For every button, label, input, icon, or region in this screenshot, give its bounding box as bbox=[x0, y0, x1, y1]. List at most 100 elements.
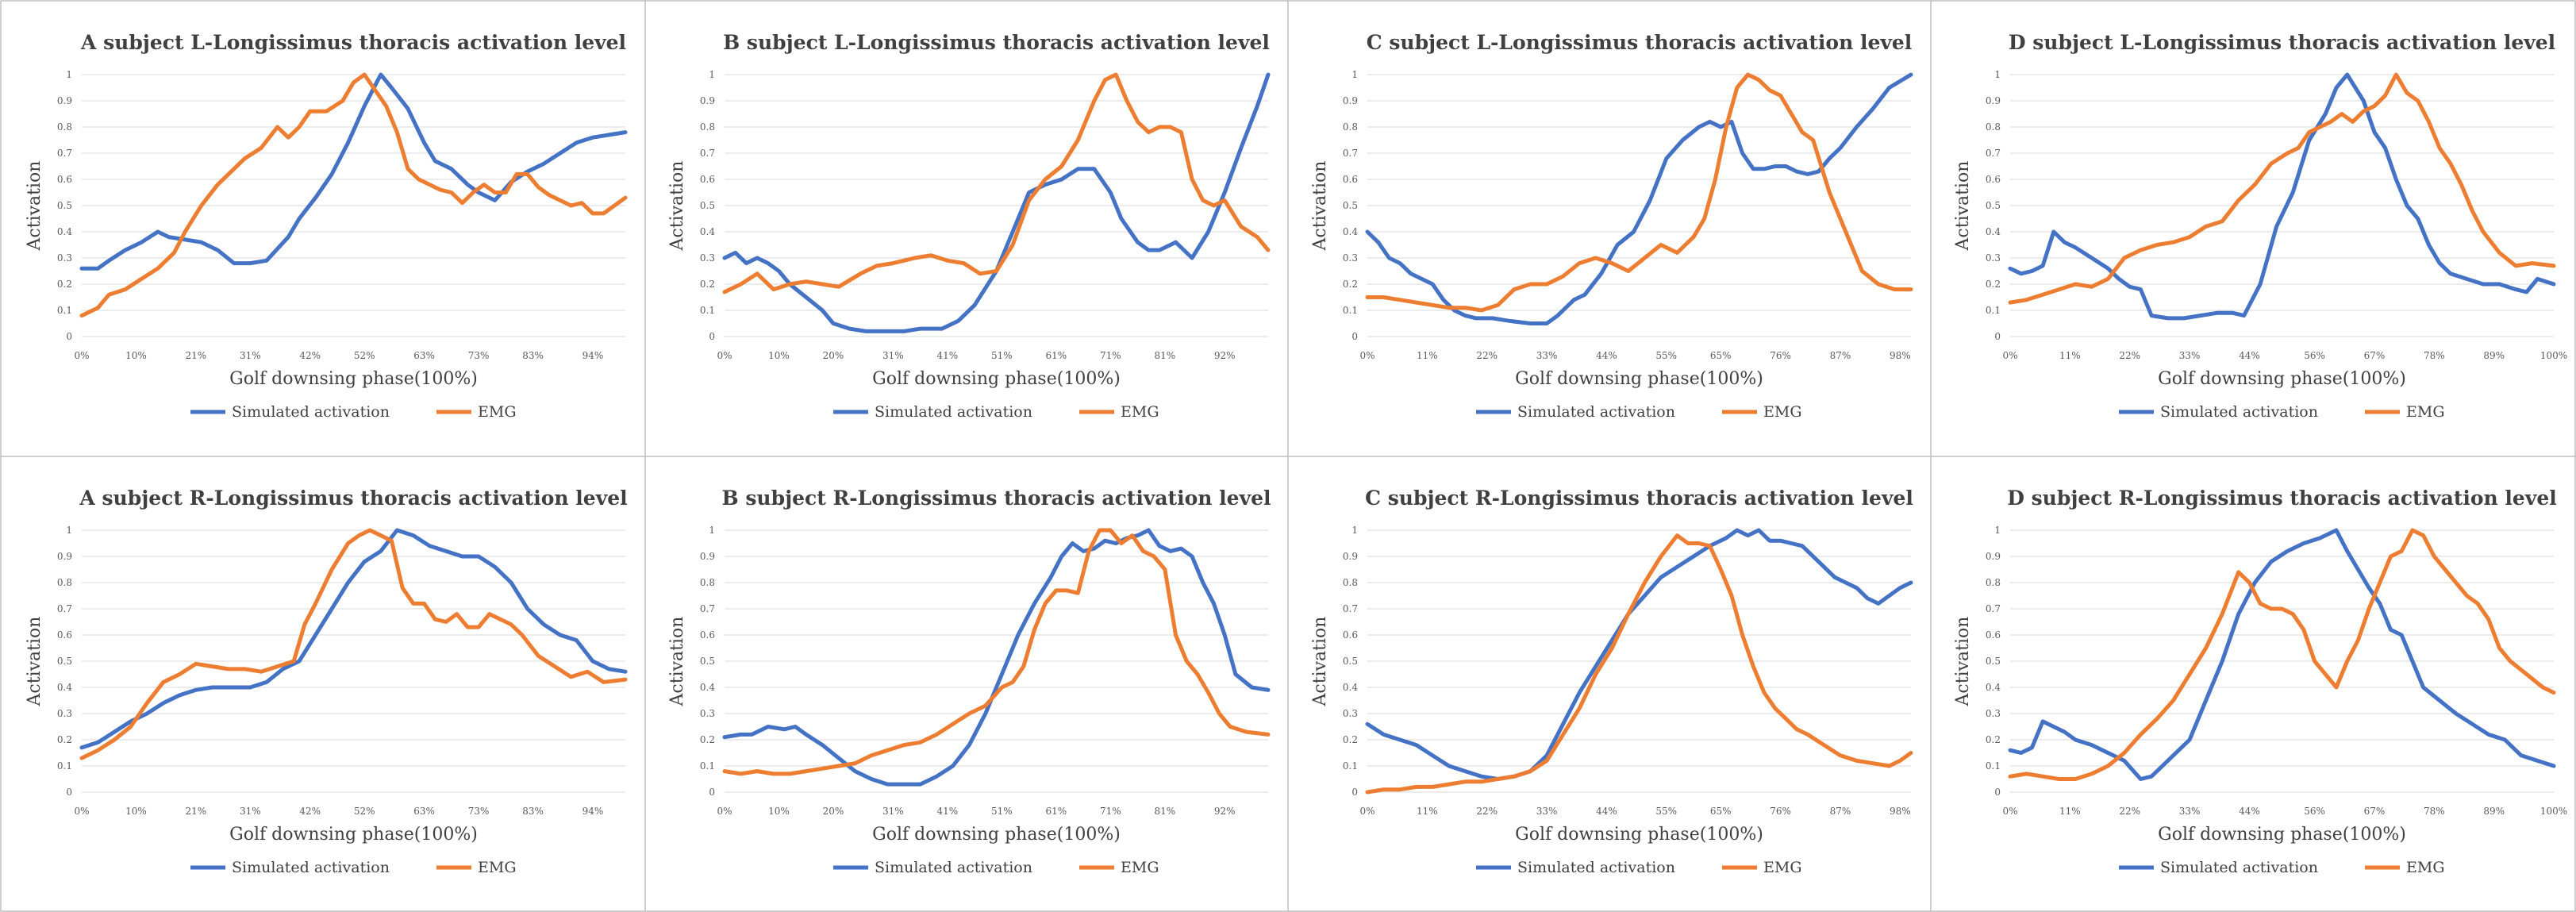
y-axis-label: Activation bbox=[25, 617, 44, 707]
x-tick-label: 33% bbox=[2179, 806, 2201, 817]
x-tick-label: 22% bbox=[2119, 350, 2140, 361]
x-tick-label: 0% bbox=[717, 350, 732, 361]
x-tick-label: 44% bbox=[1596, 350, 1617, 361]
y-tick-label: 0 bbox=[1994, 787, 2001, 798]
x-tick-label: 0% bbox=[74, 806, 89, 817]
y-tick-label: 0.1 bbox=[700, 760, 715, 772]
x-tick-label: 41% bbox=[937, 806, 959, 817]
x-tick-label: 76% bbox=[1770, 806, 1791, 817]
y-tick-label: 0.8 bbox=[1986, 121, 2001, 133]
series-line-simulated bbox=[79, 72, 628, 271]
series-line-emg bbox=[2008, 528, 2556, 781]
x-tick-label: 87% bbox=[1830, 350, 1851, 361]
chart-title: B subject R-Longissimus thoracis activat… bbox=[722, 487, 1271, 510]
y-tick-label: 1 bbox=[66, 525, 72, 536]
x-tick-label: 81% bbox=[1155, 806, 1176, 817]
legend-label-simulated: Simulated activation bbox=[1517, 403, 1675, 421]
legend-label-simulated: Simulated activation bbox=[875, 859, 1032, 876]
y-axis-label: Activation bbox=[667, 617, 687, 707]
y-tick-label: 0.3 bbox=[700, 708, 715, 719]
y-tick-label: 0.2 bbox=[57, 279, 72, 290]
x-tick-label: 94% bbox=[582, 350, 604, 361]
y-tick-label: 0.8 bbox=[57, 121, 72, 133]
x-tick-label: 92% bbox=[1214, 350, 1236, 361]
legend-label-emg: EMG bbox=[2406, 403, 2445, 421]
y-tick-label: 0.3 bbox=[1343, 252, 1358, 264]
y-tick-label: 0.3 bbox=[1343, 708, 1358, 719]
y-tick-label: 1 bbox=[1351, 69, 1358, 80]
y-tick-label: 0.9 bbox=[700, 95, 715, 106]
x-tick-label: 78% bbox=[2424, 350, 2445, 361]
y-tick-label: 1 bbox=[66, 69, 72, 80]
y-tick-label: 0 bbox=[709, 787, 715, 798]
series-line-simulated bbox=[722, 528, 1271, 787]
y-tick-label: 0.2 bbox=[57, 734, 72, 745]
series-line-simulated bbox=[722, 72, 1271, 333]
chart-panel-0: A subject L-Longissimus thoracis activat… bbox=[6, 3, 641, 456]
y-tick-label: 0.5 bbox=[57, 200, 72, 211]
series-line-emg bbox=[2008, 72, 2556, 305]
x-tick-label: 98% bbox=[1890, 350, 1911, 361]
y-tick-label: 0.7 bbox=[1986, 603, 2001, 614]
chart-panel-7: D subject R-Longissimus thoracis activat… bbox=[1935, 459, 2570, 911]
x-tick-label: 73% bbox=[468, 350, 490, 361]
y-tick-label: 0.7 bbox=[1986, 148, 2001, 159]
legend-label-emg: EMG bbox=[478, 403, 517, 421]
legend-label-simulated: Simulated activation bbox=[232, 859, 390, 876]
series-line-emg bbox=[79, 528, 628, 760]
y-tick-label: 0.4 bbox=[1986, 682, 2001, 693]
x-tick-label: 61% bbox=[1046, 350, 1067, 361]
x-tick-label: 10% bbox=[125, 806, 147, 817]
x-tick-label: 22% bbox=[2119, 806, 2140, 817]
x-tick-label: 52% bbox=[354, 350, 375, 361]
y-tick-label: 0.4 bbox=[1986, 226, 2001, 237]
chart-panel-5: B subject R-Longissimus thoracis activat… bbox=[649, 459, 1284, 911]
x-tick-label: 22% bbox=[1476, 806, 1498, 817]
y-tick-label: 1 bbox=[1994, 525, 2001, 536]
legend-label-simulated: Simulated activation bbox=[1517, 859, 1675, 876]
y-tick-label: 0.1 bbox=[1343, 305, 1358, 316]
x-tick-label: 89% bbox=[2483, 806, 2505, 817]
chart-panel-2: C subject L-Longissimus thoracis activat… bbox=[1292, 3, 1927, 456]
x-tick-label: 20% bbox=[823, 350, 844, 361]
y-tick-label: 0.9 bbox=[1986, 95, 2001, 106]
chart-title: A subject R-Longissimus thoracis activat… bbox=[79, 487, 627, 510]
y-tick-label: 0.6 bbox=[57, 629, 72, 641]
x-tick-label: 63% bbox=[413, 350, 435, 361]
x-axis-label: Golf downsing phase(100%) bbox=[229, 369, 478, 389]
x-tick-label: 0% bbox=[717, 806, 732, 817]
x-tick-label: 92% bbox=[1214, 806, 1236, 817]
chart-title: C subject R-Longissimus thoracis activat… bbox=[1365, 487, 1913, 510]
y-tick-label: 0.7 bbox=[1343, 603, 1358, 614]
x-tick-label: 31% bbox=[240, 350, 261, 361]
x-tick-label: 42% bbox=[299, 350, 321, 361]
x-tick-label: 33% bbox=[2179, 350, 2201, 361]
legend-label-emg: EMG bbox=[1763, 403, 1802, 421]
series-line-simulated bbox=[2008, 528, 2556, 781]
series-line-simulated bbox=[1365, 72, 1913, 325]
legend-label-emg: EMG bbox=[1121, 859, 1159, 876]
chart-svg: B subject R-Longissimus thoracis activat… bbox=[667, 487, 1271, 876]
x-tick-label: 33% bbox=[1536, 806, 1558, 817]
x-tick-label: 20% bbox=[823, 806, 844, 817]
x-tick-label: 83% bbox=[522, 806, 544, 817]
x-tick-label: 56% bbox=[2304, 350, 2325, 361]
legend-label-emg: EMG bbox=[1121, 403, 1159, 421]
y-tick-label: 0.1 bbox=[1986, 305, 2001, 316]
x-tick-label: 42% bbox=[299, 806, 321, 817]
y-tick-label: 1 bbox=[709, 69, 715, 80]
chart-svg: C subject L-Longissimus thoracis activat… bbox=[1310, 31, 1913, 421]
x-axis-label: Golf downsing phase(100%) bbox=[1515, 369, 1763, 389]
chart-svg: D subject R-Longissimus thoracis activat… bbox=[1953, 487, 2567, 876]
x-tick-label: 52% bbox=[354, 806, 375, 817]
chart-svg: C subject R-Longissimus thoracis activat… bbox=[1310, 487, 1913, 876]
y-tick-label: 0 bbox=[1351, 331, 1358, 342]
y-tick-label: 0.6 bbox=[1343, 629, 1358, 641]
x-tick-label: 89% bbox=[2483, 350, 2505, 361]
y-axis-label: Activation bbox=[25, 161, 44, 252]
y-tick-label: 0.5 bbox=[1986, 200, 2001, 211]
x-axis-label: Golf downsing phase(100%) bbox=[2158, 825, 2406, 845]
x-tick-label: 65% bbox=[1710, 806, 1732, 817]
y-axis-label: Activation bbox=[1953, 617, 1973, 707]
